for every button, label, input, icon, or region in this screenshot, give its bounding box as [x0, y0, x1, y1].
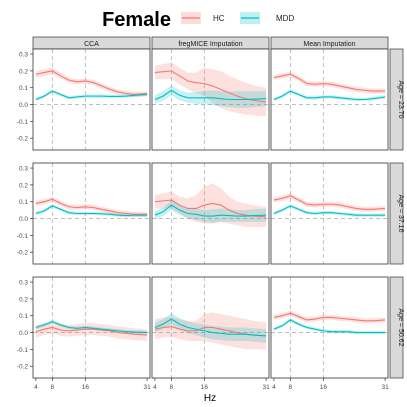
x-axis-title: Hz	[204, 393, 216, 404]
panel-border	[270, 276, 389, 379]
legend-label-mdd: MDD	[276, 14, 294, 23]
series-line-hc	[273, 312, 386, 322]
x-tick-label: 16	[320, 384, 328, 391]
panel-border	[32, 276, 151, 379]
x-tick-label: 4	[272, 384, 276, 391]
y-tick-label: 0.2	[19, 68, 28, 75]
panel: 4 8 16 31	[270, 276, 389, 391]
x-tick-label: 8	[289, 384, 293, 391]
column-strip-label: CCA	[84, 41, 99, 48]
panel: 4 8 16 31	[151, 276, 270, 391]
y-tick-label: 0.1	[19, 85, 28, 92]
series-line-hc	[273, 195, 386, 210]
panel-border	[32, 162, 151, 265]
x-tick-label: 8	[170, 384, 174, 391]
x-tick-label: 8	[51, 384, 55, 391]
y-tick-label: 0.3	[19, 280, 28, 287]
series-line-hc	[35, 198, 148, 215]
y-tick-label: -0.1	[17, 347, 29, 354]
series-line-hc	[273, 73, 386, 92]
row-strip	[389, 276, 404, 379]
x-tick-label: 31	[381, 384, 389, 391]
legend: Female HC MDD	[102, 9, 294, 31]
panel-border	[151, 48, 270, 151]
panel-border	[151, 162, 270, 265]
row-strip-label: Age = 50.62	[397, 309, 404, 347]
column-strip-label: fregMICE Imputation	[178, 41, 242, 48]
legend-label-hc: HC	[213, 14, 225, 23]
confidence-band-hc	[273, 193, 386, 212]
panel	[270, 48, 389, 151]
y-tick-label: -0.1	[17, 233, 29, 240]
confidence-band-mdd	[35, 204, 148, 218]
x-tick-label: 16	[82, 384, 90, 391]
panel: -0.2 -0.1 0.0 0.1 0.2 0.3	[17, 48, 151, 151]
panel-background	[33, 49, 150, 150]
row-strip-label: Age = 23.70	[397, 81, 404, 119]
panel-grid: CCA fregMICE Imputation Mean Imputation Age…	[17, 36, 404, 391]
row-strip	[389, 162, 404, 265]
column-strip-label: Mean Imputation	[303, 41, 355, 48]
x-tick-label: 31	[143, 384, 151, 391]
y-tick-label: 0.3	[19, 52, 28, 59]
panel-border	[151, 276, 270, 379]
y-tick-label: 0.1	[19, 199, 28, 206]
y-tick-label: 0.0	[19, 330, 28, 337]
series-line-mdd	[154, 318, 267, 337]
confidence-band-mdd	[154, 85, 267, 108]
confidence-band-mdd	[154, 200, 267, 223]
row-strip	[389, 48, 404, 151]
series-line-mdd	[35, 321, 148, 334]
panel	[151, 162, 270, 265]
y-tick-label: 0.3	[19, 166, 28, 173]
series-line-mdd	[273, 205, 386, 216]
series-line-mdd	[273, 319, 386, 334]
series-line-hc	[35, 70, 148, 96]
row-strip-label: Age = 37.16	[397, 195, 404, 233]
panel-border	[270, 162, 389, 265]
confidence-band-mdd	[273, 89, 386, 102]
confidence-band-hc	[154, 312, 267, 350]
panel-border	[270, 48, 389, 151]
y-tick-label: 0.0	[19, 102, 28, 109]
series-line-hc	[35, 326, 148, 336]
y-tick-label: 0.2	[19, 296, 28, 303]
series-line-hc	[154, 70, 267, 103]
panel: -0.2 -0.1 0.0 0.1 0.2 0.3	[17, 162, 151, 265]
confidence-band-mdd	[35, 89, 148, 102]
panel-border	[32, 48, 151, 151]
panel: -0.2 -0.1 0.0 0.1 0.2 0.3 4 8 16 31	[17, 276, 151, 391]
series-line-mdd	[35, 90, 148, 101]
y-tick-label: 0.0	[19, 216, 28, 223]
y-tick-label: -0.2	[17, 364, 29, 371]
panel	[270, 162, 389, 265]
y-tick-label: -0.2	[17, 250, 29, 257]
x-tick-label: 16	[201, 384, 209, 391]
series-line-mdd	[154, 89, 267, 101]
confidence-band-hc	[273, 71, 386, 94]
confidence-band-hc	[154, 62, 267, 117]
confidence-band-mdd	[273, 204, 386, 217]
series-line-mdd	[35, 205, 148, 217]
panel	[151, 48, 270, 151]
series-line-mdd	[154, 204, 267, 217]
series-line-mdd	[273, 90, 386, 101]
x-tick-label: 31	[262, 384, 270, 391]
y-tick-label: 0.1	[19, 313, 28, 320]
panel-background	[271, 277, 388, 378]
x-tick-label: 4	[34, 384, 38, 391]
y-tick-label: -0.1	[17, 119, 29, 126]
chart-title: Female	[102, 9, 171, 31]
confidence-band-hc	[35, 196, 148, 217]
y-tick-label: 0.2	[19, 182, 28, 189]
x-tick-label: 4	[153, 384, 157, 391]
series-line-hc	[154, 199, 267, 218]
y-tick-label: -0.2	[17, 136, 29, 143]
